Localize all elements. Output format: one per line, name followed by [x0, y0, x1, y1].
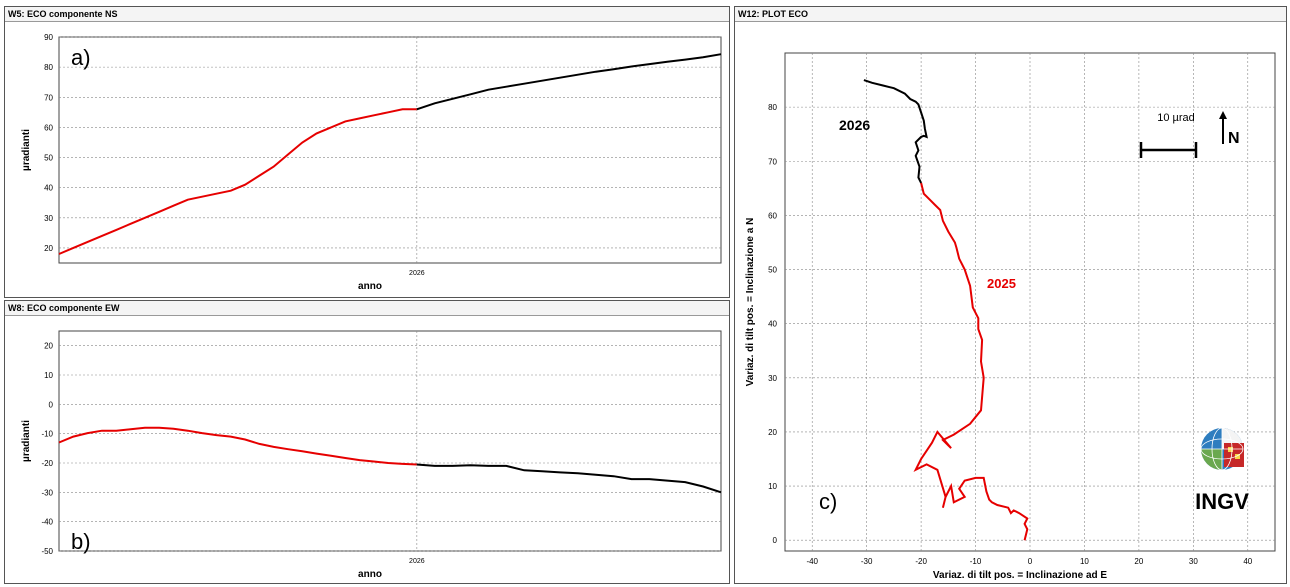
ew-ytick-label: -50: [41, 547, 53, 556]
ns-xlabel: anno: [358, 281, 382, 292]
ew-ylabel: µradianti: [21, 420, 32, 462]
ns-frame: [58, 36, 722, 264]
panel-ew-title: W8: ECO componente EW: [5, 301, 729, 316]
ns-xtick-label: 2026: [409, 270, 425, 277]
plot-xtick-label: -30: [861, 557, 873, 566]
ew-ytick-label: 0: [49, 400, 54, 409]
panel-plot-title: W12: PLOT ECO: [735, 7, 1286, 22]
ew-ytick-label: -10: [41, 430, 53, 439]
plot-xtick-label: 0: [1028, 557, 1033, 566]
chart-ns-letter: a): [71, 45, 91, 70]
ew-frame: [58, 330, 722, 552]
panel-ns-title: W5: ECO componente NS: [5, 7, 729, 22]
ew-ytick-label: -40: [41, 518, 53, 527]
plot-xtick-label: -20: [915, 557, 927, 566]
scale-bar-label: 10 µrad: [1157, 112, 1195, 124]
plot-xlabel: Variaz. di tilt pos. = Inclinazione ad E: [933, 570, 1108, 581]
ingv-logo-icon: [1200, 427, 1244, 471]
ns-ytick-label: 30: [44, 214, 53, 223]
ns-ytick-label: 60: [44, 123, 53, 132]
ew-xtick-label: 2026: [409, 558, 425, 565]
ns-ytick-label: 50: [44, 154, 53, 163]
plot-xtick-label: 10: [1080, 557, 1089, 566]
plot-series-2026: [863, 79, 928, 184]
ew-plot-area: -50 -40 -30 -20 -10 0 10 20 2026 anno µradianti: [21, 330, 722, 580]
ns-ytick-label: 80: [44, 63, 53, 72]
plot-ylabel: Variaz. di tilt pos. = Inclinazione a N: [745, 218, 756, 387]
plot-ytick-label: 70: [768, 157, 777, 166]
ns-plot-area: 20 30 40 50 60 70 80 90 2026 anno µradianti: [21, 33, 722, 292]
ns-ytick-label: 20: [44, 244, 53, 253]
north-arrow-head-icon: [1219, 111, 1227, 119]
plot-xtick-label: -40: [806, 557, 818, 566]
ingv-logo-text: INGV: [1195, 489, 1249, 514]
ns-series-2026: [416, 53, 722, 111]
ns-ytick-label: 70: [44, 93, 53, 102]
plot-ytick-label: 40: [768, 320, 777, 329]
chart-ns: 20 30 40 50 60 70 80 90 2026 anno µradianti a): [21, 33, 722, 292]
ew-series-2026: [416, 463, 722, 494]
plot-ytick-label: 10: [768, 482, 777, 491]
ew-ytick-label: -20: [41, 459, 53, 468]
chart-plot-letter: c): [819, 489, 837, 514]
north-label: N: [1228, 130, 1240, 147]
plot-xtick-label: 20: [1134, 557, 1143, 566]
plot-ytick-label: 60: [768, 211, 777, 220]
plot-ytick-label: 50: [768, 266, 777, 275]
chart-ew: -50 -40 -30 -20 -10 0 10 20 2026 anno µradianti b): [21, 330, 722, 580]
ew-ytick-label: 20: [44, 342, 53, 351]
ns-ytick-label: 40: [44, 184, 53, 193]
plot-xtick-label: 40: [1243, 557, 1252, 566]
chart-plot: -40 -30 -20 -10 0 10 20 30 40 0 10 20 30 40 50 60 70 80 Va…: [745, 52, 1276, 581]
plot-xtick-label: -10: [970, 557, 982, 566]
plot-ytick-label: 80: [768, 103, 777, 112]
ns-ylabel: µradianti: [21, 129, 32, 171]
ns-series-2025: [58, 108, 417, 255]
label-year-2025: 2025: [987, 276, 1016, 291]
panel-ns: W5: ECO componente NS 20 30 40 50 60 70 80 90 20…: [4, 6, 730, 298]
plot-xtick-label: 30: [1189, 557, 1198, 566]
label-year-2026: 2026: [839, 117, 870, 133]
plot-ytick-label: 0: [773, 536, 778, 545]
ew-ytick-label: -30: [41, 488, 53, 497]
ew-xlabel: anno: [358, 569, 382, 580]
ew-series-2025: [58, 426, 417, 466]
ns-ytick-label: 90: [44, 33, 53, 42]
panel-ew: W8: ECO componente EW -50 -40 -30 -20 -10 0 10…: [4, 300, 730, 584]
plot-ytick-label: 20: [768, 428, 777, 437]
chart-ew-letter: b): [71, 529, 91, 554]
panel-plot: W12: PLOT ECO -40 -30 -20 -10 0 10 20 30 40 0 10 20…: [734, 6, 1287, 584]
ew-ytick-label: 10: [44, 371, 53, 380]
plot-area: -40 -30 -20 -10 0 10 20 30 40 0 10 20 30 40 50 60 70 80 Va…: [745, 52, 1276, 581]
plot-ytick-label: 30: [768, 374, 777, 383]
plot-series-2025: [913, 182, 1029, 541]
